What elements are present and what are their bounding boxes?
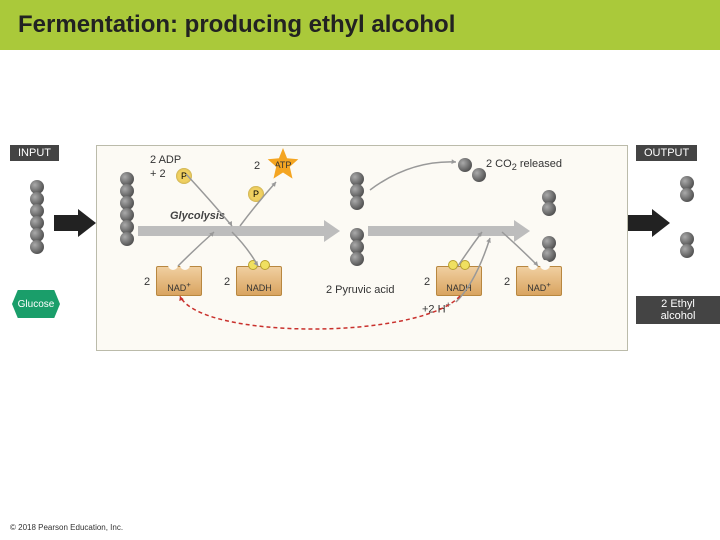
- nad-recycle-dash: [0, 50, 720, 450]
- title-bar: Fermentation: producing ethyl alcohol: [0, 0, 720, 50]
- page-title: Fermentation: producing ethyl alcohol: [18, 11, 455, 39]
- diagram-canvas: INPUTOUTPUT2 Ethyl alcoholGlucose2 ADP+ …: [0, 50, 720, 540]
- copyright: © 2018 Pearson Education, Inc.: [10, 523, 123, 532]
